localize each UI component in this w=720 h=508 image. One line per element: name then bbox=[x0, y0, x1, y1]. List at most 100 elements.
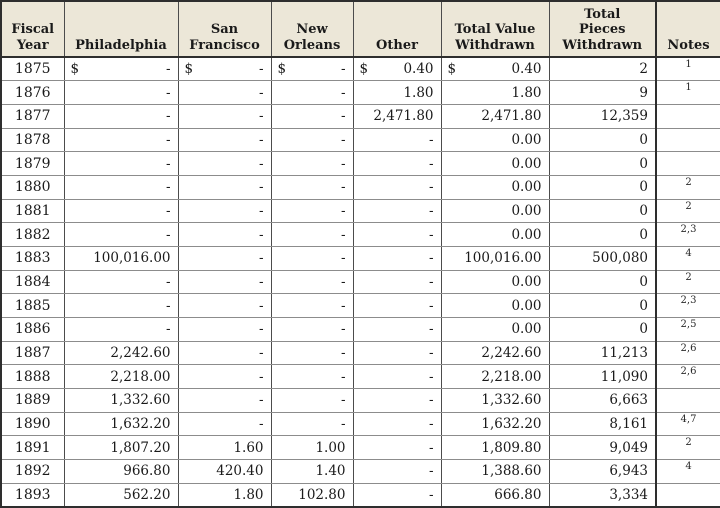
cell-value: 3,334 bbox=[609, 486, 648, 503]
other-cell: - bbox=[352, 174, 442, 200]
cell-value: 2 bbox=[639, 61, 648, 78]
philadelphia-cell: - bbox=[63, 174, 179, 200]
fiscal-year-cell: 1876 bbox=[0, 80, 65, 105]
philadelphia-cell: 1,807.20 bbox=[63, 435, 179, 460]
cell-value: - bbox=[428, 131, 434, 148]
notes-cell: 4,7 bbox=[655, 411, 720, 437]
col-header-other: Other bbox=[352, 0, 442, 58]
table-row: 1889 1,332.60 - - - 1,332.60 6,663 bbox=[0, 387, 720, 413]
other-cell: - bbox=[352, 340, 442, 366]
cell-value: - bbox=[165, 273, 171, 290]
cell-value: 2,471.80 bbox=[373, 108, 434, 125]
cell-value: 0.40 bbox=[511, 61, 542, 78]
cell-value: - bbox=[340, 321, 346, 338]
other-cell: - bbox=[352, 222, 442, 247]
new_orleans-cell: - bbox=[270, 198, 354, 224]
table-row: 1878 - - - - 0.00 0 bbox=[0, 127, 720, 153]
new_orleans-cell: - bbox=[270, 411, 354, 437]
cell-value: - bbox=[340, 61, 346, 78]
san_francisco-cell: 1.80 bbox=[177, 482, 272, 508]
fiscal-year-cell: 1884 bbox=[0, 269, 65, 295]
cell-value: 1.80 bbox=[403, 84, 434, 101]
philadelphia-cell: - bbox=[63, 198, 179, 224]
philadelphia-cell: 562.20 bbox=[63, 482, 179, 508]
cell-value: 1,332.60 bbox=[481, 392, 542, 409]
other-cell: - bbox=[352, 387, 442, 413]
cell-value: 11,090 bbox=[600, 368, 648, 385]
cell-value: 8,161 bbox=[609, 415, 648, 432]
notes-cell: 2,3 bbox=[655, 293, 720, 318]
total_pieces_withdrawn-cell: 0 bbox=[548, 198, 657, 224]
cell-value: 1.60 bbox=[233, 439, 264, 456]
new_orleans-cell: - bbox=[270, 364, 354, 389]
cell-value: 666.80 bbox=[494, 486, 542, 503]
total_pieces_withdrawn-cell: 9,049 bbox=[548, 435, 657, 460]
table-row: 1884 - - - - 0.00 0 2 bbox=[0, 269, 720, 295]
cell-value: - bbox=[340, 108, 346, 125]
cell-value: - bbox=[428, 226, 434, 243]
total_value_withdrawn-cell: 100,016.00 bbox=[440, 245, 550, 271]
table-row: 1885 - - - - 0.00 0 2,3 bbox=[0, 293, 720, 318]
cell-value: 0.40 bbox=[403, 61, 434, 78]
table-row: 1883 100,016.00 - - - 100,016.00 500,080 4 bbox=[0, 245, 720, 271]
cell-value: - bbox=[428, 486, 434, 503]
san_francisco-cell: 420.40 bbox=[177, 458, 272, 484]
cell-value: - bbox=[428, 297, 434, 314]
cell-value: - bbox=[165, 297, 171, 314]
cell-value: 0 bbox=[639, 202, 648, 219]
san_francisco-cell: - bbox=[177, 316, 272, 342]
philadelphia-cell: 2,242.60 bbox=[63, 340, 179, 366]
cell-value: 100,016.00 bbox=[93, 250, 171, 267]
total_value_withdrawn-cell: 0.00 bbox=[440, 269, 550, 295]
fiscal-year-cell: 1887 bbox=[0, 340, 65, 366]
san_francisco-cell: - bbox=[177, 222, 272, 247]
cell-value: - bbox=[258, 61, 264, 78]
cell-value: - bbox=[428, 273, 434, 290]
cell-value: - bbox=[340, 131, 346, 148]
col-header-total-pieces-withdrawn: Total Pieces Withdrawn bbox=[548, 0, 657, 58]
total_pieces_withdrawn-cell: 6,663 bbox=[548, 387, 657, 413]
table-row: 1879 - - - - 0.00 0 bbox=[0, 151, 720, 176]
cell-value: - bbox=[340, 84, 346, 101]
cell-value: 0 bbox=[639, 273, 648, 290]
notes-cell: 2 bbox=[655, 174, 720, 200]
cell-value: 1.00 bbox=[315, 439, 346, 456]
total_pieces_withdrawn-cell: 11,090 bbox=[548, 364, 657, 389]
cell-value: - bbox=[340, 344, 346, 361]
total_pieces_withdrawn-cell: 0 bbox=[548, 316, 657, 342]
cell-value: 0 bbox=[639, 297, 648, 314]
cell-value: - bbox=[340, 368, 346, 385]
new_orleans-cell: - bbox=[270, 103, 354, 129]
cell-value: - bbox=[258, 226, 264, 243]
cell-value: - bbox=[428, 250, 434, 267]
new_orleans-cell: - bbox=[270, 174, 354, 200]
notes-cell bbox=[655, 103, 720, 129]
cell-value: - bbox=[340, 273, 346, 290]
cell-value: - bbox=[258, 131, 264, 148]
fiscal-year-cell: 1892 bbox=[0, 458, 65, 484]
notes-cell: 2,5 bbox=[655, 316, 720, 342]
san_francisco-cell: - bbox=[177, 198, 272, 224]
new_orleans-cell: 102.80 bbox=[270, 482, 354, 508]
total_pieces_withdrawn-cell: 0 bbox=[548, 127, 657, 153]
cell-value: 0.00 bbox=[511, 202, 542, 219]
total_value_withdrawn-cell: 666.80 bbox=[440, 482, 550, 508]
col-header-notes: Notes bbox=[655, 0, 720, 58]
cell-value: 0.00 bbox=[511, 131, 542, 148]
philadelphia-cell: 1,632.20 bbox=[63, 411, 179, 437]
table-row: 1877 - - - 2,471.80 2,471.80 12,359 bbox=[0, 103, 720, 129]
fiscal-year-cell: 1881 bbox=[0, 198, 65, 224]
cell-value: 0 bbox=[639, 155, 648, 172]
cell-value: 1.80 bbox=[511, 84, 542, 101]
col-header-philadelphia: Philadelphia bbox=[63, 0, 179, 58]
fiscal-year-cell: 1879 bbox=[0, 151, 65, 176]
fiscal-year-cell: 1882 bbox=[0, 222, 65, 247]
san_francisco-cell: - bbox=[177, 293, 272, 318]
fiscal-year-cell: 1880 bbox=[0, 174, 65, 200]
total_value_withdrawn-cell: 2,242.60 bbox=[440, 340, 550, 366]
cell-value: 9 bbox=[639, 84, 648, 101]
san_francisco-cell: 1.60 bbox=[177, 435, 272, 460]
total_pieces_withdrawn-cell: 3,334 bbox=[548, 482, 657, 508]
cell-value: - bbox=[165, 61, 171, 78]
total_pieces_withdrawn-cell: 6,943 bbox=[548, 458, 657, 484]
